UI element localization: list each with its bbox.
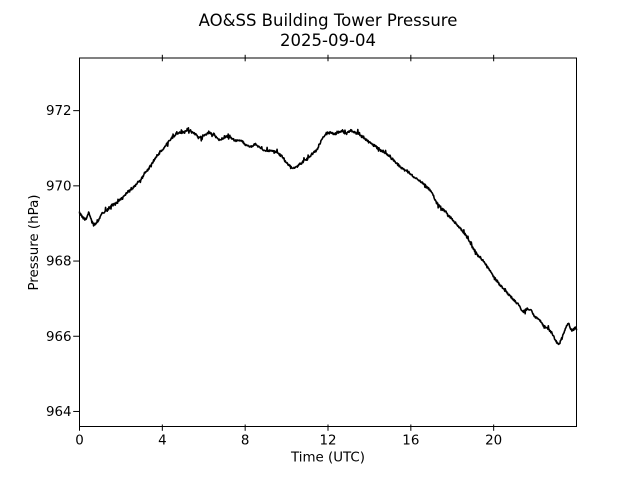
y-tick-label: 964	[46, 405, 72, 420]
axis-tick-labels: 0 4 8 12 16 20 964 966 968 970 972	[46, 104, 502, 448]
chart-title: AO&SS Building Tower Pressure	[199, 11, 458, 30]
chart-subtitle: 2025-09-04	[280, 31, 376, 50]
plot-frame	[79, 57, 577, 427]
y-tick-label: 972	[46, 104, 72, 119]
x-tick-label: 4	[158, 434, 167, 449]
pressure-line-series	[78, 127, 578, 346]
x-tick-label: 8	[241, 434, 250, 449]
y-tick-label: 966	[46, 330, 72, 345]
x-tick-label: 16	[402, 434, 419, 449]
y-tick-label: 970	[46, 179, 72, 194]
y-tick-label: 968	[46, 255, 72, 270]
x-tick-label: 12	[319, 434, 336, 449]
y-axis-label: Pressure (hPa)	[27, 194, 42, 290]
x-tick-label: 0	[75, 434, 84, 449]
x-axis-label: Time (UTC)	[290, 451, 365, 466]
x-tick-label: 20	[485, 434, 502, 449]
